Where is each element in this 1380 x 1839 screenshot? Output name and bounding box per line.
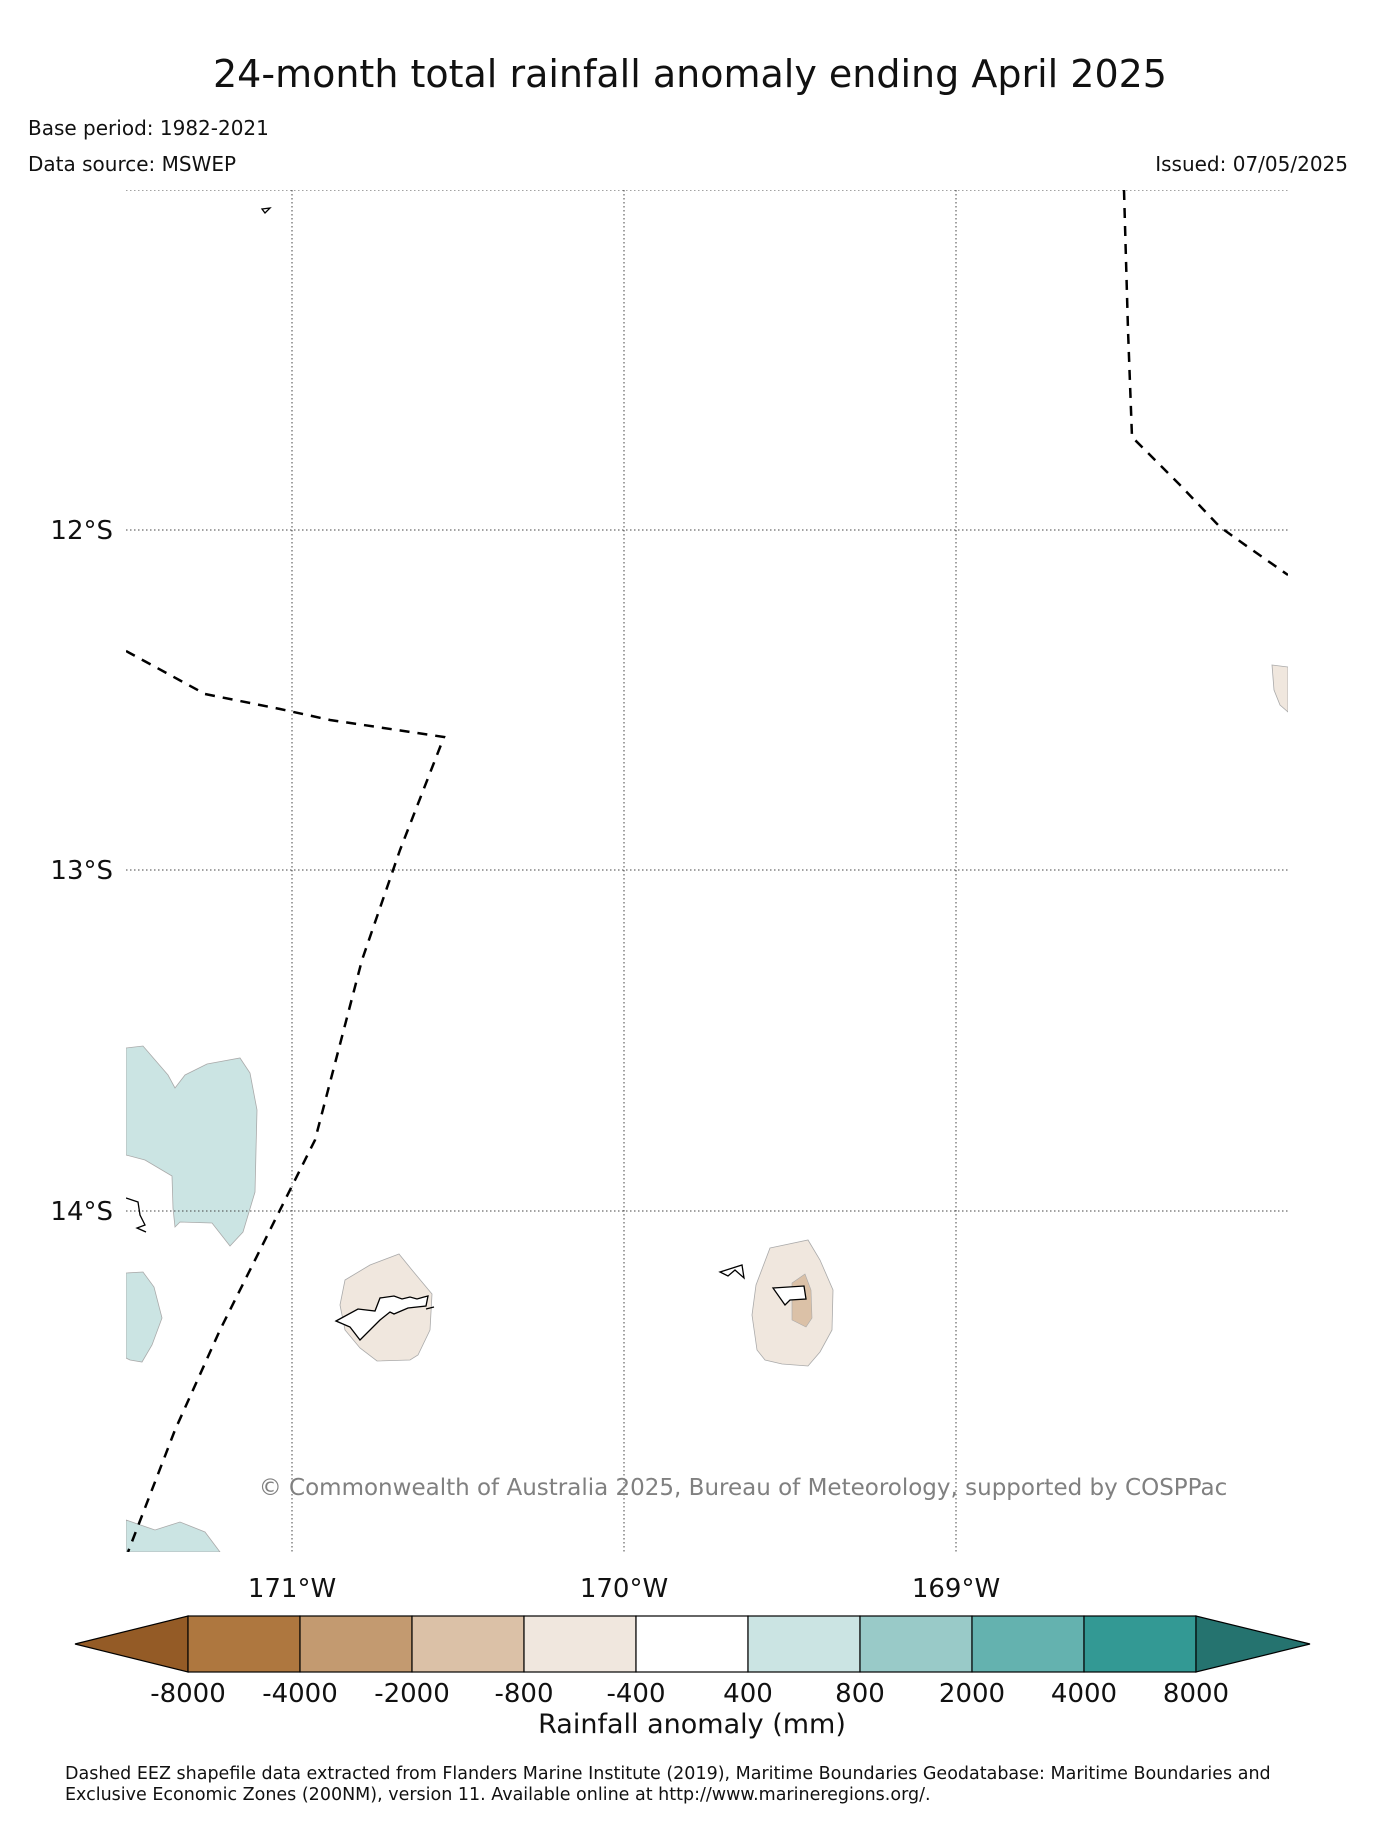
colorbar-tick-label: -2000 — [374, 1679, 450, 1709]
eez-boundary-northeast — [1122, 190, 1288, 577]
colorbar-tick-label: -400 — [606, 1679, 665, 1709]
coastline-west-fragment — [126, 1197, 147, 1233]
anomaly-region-west-lower — [126, 1271, 163, 1363]
colorbar-swatches — [74, 1615, 1311, 1673]
issued-date-label: Issued: 07/05/2025 — [1155, 152, 1348, 176]
colorbar-swatch — [747, 1615, 861, 1673]
coastline-swains-island — [260, 207, 272, 214]
colorbar-swatch — [971, 1615, 1085, 1673]
base-period-label: Base period: 1982-2021 — [28, 116, 269, 140]
coastline-ofu-olosega — [718, 1264, 745, 1280]
colorbar-tick-labels: -8000 -4000 -2000 -800 -400 400 800 2000 4000 800… — [150, 1679, 1229, 1709]
colorbar-swatch — [1083, 1615, 1197, 1673]
colorbar-extend-low — [74, 1615, 189, 1673]
colorbar-tick-label: 4000 — [1051, 1679, 1117, 1709]
colorbar-extend-high — [1195, 1615, 1311, 1673]
data-source-label: Data source: MSWEP — [28, 152, 237, 176]
footnote-text: Dashed EEZ shapefile data extracted from… — [65, 1764, 1271, 1805]
anomaly-region-southwest — [126, 1519, 221, 1552]
coastline-aunuu — [425, 1306, 435, 1310]
anomaly-shading — [126, 664, 1288, 1552]
longitude-labels: 171°W 170°W 169°W — [248, 1574, 1000, 1604]
coastline-tau — [771, 1285, 807, 1307]
eez-boundaries — [126, 190, 1288, 1552]
coastlines — [126, 207, 807, 1341]
colorbar-tick-label: 800 — [835, 1679, 885, 1709]
lat-label-14s: 14°S — [50, 1197, 113, 1227]
colorbar-swatch — [411, 1615, 525, 1673]
coastline-tutuila — [334, 1295, 429, 1341]
lat-label-13s: 13°S — [50, 856, 113, 886]
colorbar-swatch — [635, 1615, 749, 1673]
colorbar-tick-label: 8000 — [1163, 1679, 1229, 1709]
colorbar-tick-label: -800 — [494, 1679, 553, 1709]
colorbar: -8000 -4000 -2000 -800 -400 400 800 2000 4000 800… — [74, 1615, 1311, 1740]
colorbar-tick-label: 400 — [723, 1679, 773, 1709]
colorbar-label: Rainfall anomaly (mm) — [538, 1709, 846, 1740]
copyright-text: © Commonwealth of Australia 2025, Bureau… — [259, 1475, 1228, 1501]
lat-label-12s: 12°S — [50, 516, 113, 546]
anomaly-region-west-upper — [126, 1045, 258, 1247]
colorbar-tick-label: 2000 — [939, 1679, 1005, 1709]
colorbar-swatch — [859, 1615, 973, 1673]
latitude-labels: 12°S 13°S 14°S — [50, 516, 113, 1227]
gridlines — [126, 190, 1288, 1552]
eez-boundary-west — [126, 649, 446, 1552]
colorbar-swatch — [523, 1615, 637, 1673]
chart-title: 24-month total rainfall anomaly ending A… — [213, 52, 1167, 96]
colorbar-swatch — [187, 1615, 301, 1673]
lon-label-169w: 169°W — [912, 1574, 1000, 1604]
lon-label-171w: 171°W — [248, 1574, 336, 1604]
lon-label-170w: 170°W — [580, 1574, 668, 1604]
colorbar-tick-label: -4000 — [262, 1679, 338, 1709]
colorbar-swatch — [299, 1615, 413, 1673]
colorbar-tick-label: -8000 — [150, 1679, 226, 1709]
map-panel: © Commonwealth of Australia 2025, Bureau… — [126, 190, 1288, 1552]
anomaly-region-east-edge — [1271, 664, 1288, 713]
